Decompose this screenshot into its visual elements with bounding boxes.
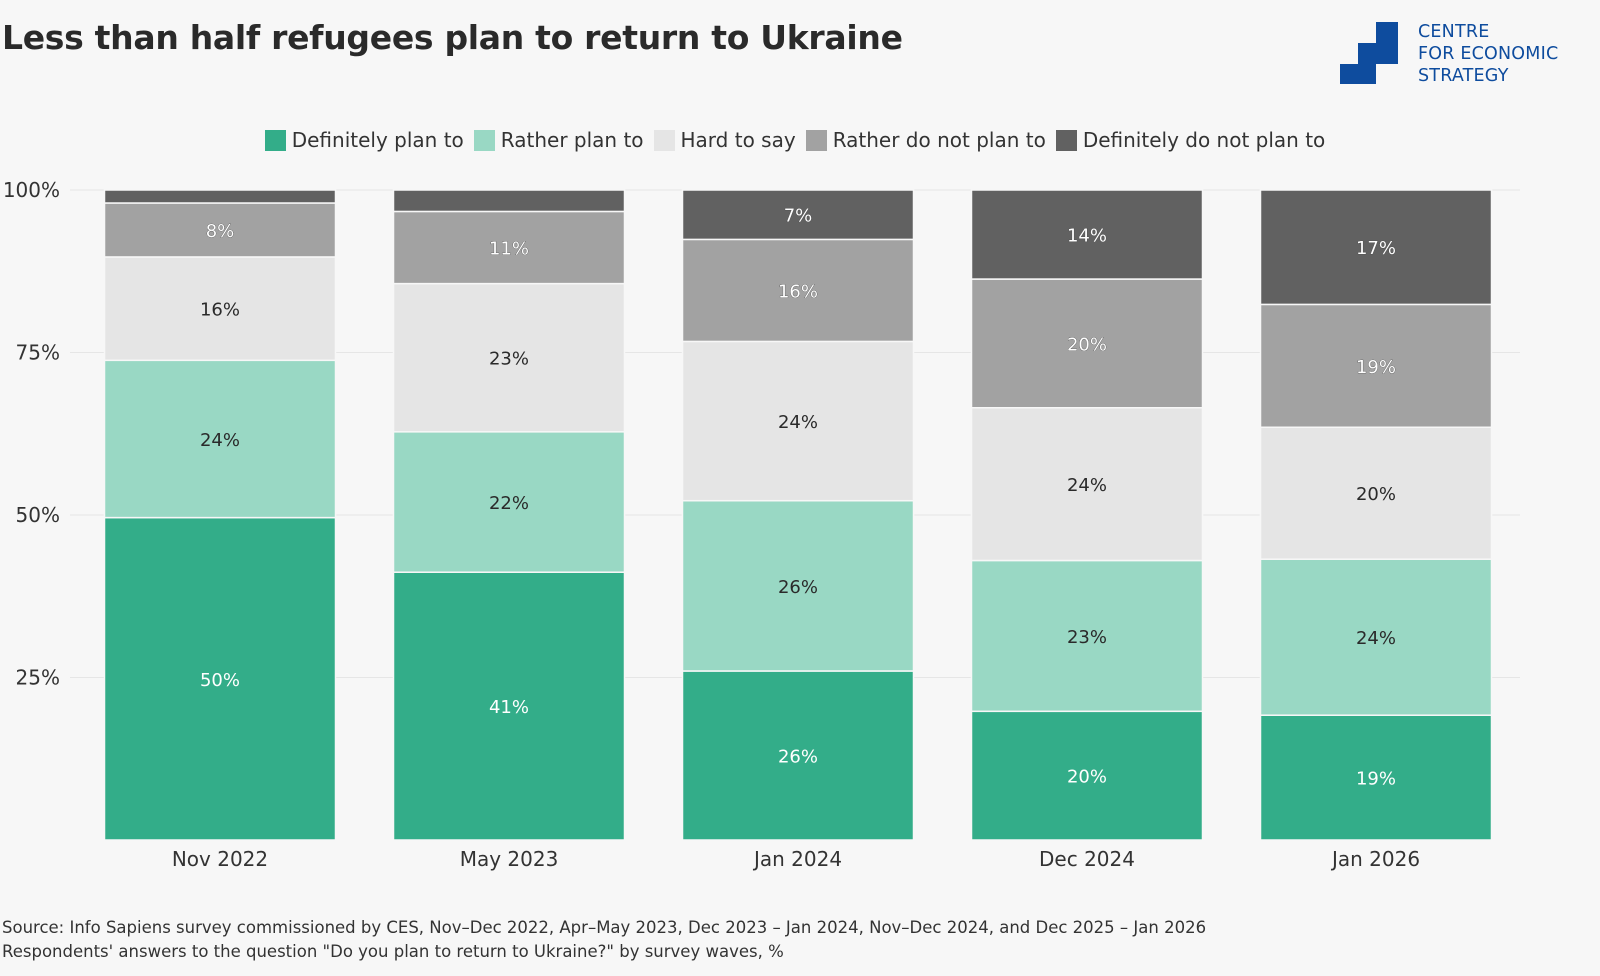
data-label: 7% <box>784 206 813 227</box>
chart-title: Less than half refugees plan to return t… <box>2 18 903 57</box>
stacked-bar-chart: 25% 50% 75% 100% 50% 24% 16% 8% Nov 2022 41% 22% 23… <box>3 180 1520 871</box>
bar-segment <box>1259 303 1493 428</box>
legend-label: Hard to say <box>680 128 796 152</box>
x-tick-label: May 2023 <box>460 847 559 871</box>
legend-swatch <box>1055 129 1077 151</box>
data-label: 16% <box>200 300 240 321</box>
x-tick-label: Nov 2022 <box>172 847 268 871</box>
legend-swatch <box>264 129 286 151</box>
ces-logo: CENTRE FOR ECONOMIC STRATEGY <box>1340 20 1590 90</box>
bar-segment <box>103 256 337 362</box>
bar-segment <box>392 431 626 573</box>
bar-segment <box>970 407 1204 562</box>
x-tick-label: Dec 2024 <box>1039 847 1135 871</box>
data-label: 24% <box>200 430 240 451</box>
data-label: 22% <box>489 493 529 514</box>
legend-item-hard-to-say: Hard to say <box>653 128 796 152</box>
legend-label: Rather plan to <box>500 128 644 152</box>
bar-segment <box>103 189 337 204</box>
data-label: 20% <box>1356 484 1396 505</box>
bar-segment <box>392 189 626 213</box>
legend: Definitely plan to Rather plan to Hard t… <box>0 128 1600 152</box>
bar-segment <box>392 210 626 285</box>
bar-segment <box>681 189 915 241</box>
bar-segment <box>970 189 1204 280</box>
chart-footer: Source: Info Sapiens survey commissioned… <box>2 916 1206 964</box>
logo-line: FOR ECONOMIC <box>1418 44 1559 64</box>
bar-segment <box>1259 426 1493 560</box>
logo-line: CENTRE <box>1418 22 1490 42</box>
bar-segment <box>681 238 915 343</box>
data-label: 50% <box>200 670 240 691</box>
legend-label: Rather do not plan to <box>832 128 1046 152</box>
logo-line: STRATEGY <box>1418 66 1509 86</box>
bar-segment <box>970 710 1204 841</box>
data-label: 8% <box>206 221 235 242</box>
bar-segment <box>392 282 626 433</box>
legend-label: Definitely do not plan to <box>1082 128 1326 152</box>
bar-segment <box>103 359 337 519</box>
y-tick-label: 75% <box>16 341 60 365</box>
data-label: 24% <box>1356 628 1396 649</box>
legend-label: Definitely plan to <box>291 128 464 152</box>
data-label: 11% <box>489 239 529 260</box>
data-label: 23% <box>489 349 529 370</box>
bar-segment <box>970 559 1204 713</box>
x-tick-label: Jan 2026 <box>1330 847 1420 871</box>
logo-wordmark: CENTRE FOR ECONOMIC STRATEGY <box>1418 21 1558 87</box>
data-label: 23% <box>1067 627 1107 648</box>
data-label: 24% <box>1067 475 1107 496</box>
bar-segment <box>681 670 915 841</box>
data-label: 14% <box>1067 226 1107 247</box>
data-label: 19% <box>1356 769 1396 790</box>
legend-swatch <box>653 129 675 151</box>
legend-item-definitely-plan: Definitely plan to <box>264 128 464 152</box>
y-tick-label: 25% <box>16 666 60 690</box>
data-label: 26% <box>778 747 818 768</box>
data-label: 24% <box>778 412 818 433</box>
bar-segment <box>1259 558 1493 716</box>
legend-item-rather-plan: Rather plan to <box>473 128 644 152</box>
source-note: Source: Info Sapiens survey commissioned… <box>2 918 1207 937</box>
data-label: 26% <box>778 577 818 598</box>
legend-swatch <box>805 129 827 151</box>
bar-segment <box>970 278 1204 409</box>
bar-segment <box>392 571 626 841</box>
data-label: 20% <box>1067 334 1107 355</box>
y-tick-label: 50% <box>16 503 60 527</box>
x-tick-label: Jan 2024 <box>752 847 842 871</box>
question-note: Respondents' answers to the question "Do… <box>2 942 784 961</box>
data-label: 19% <box>1356 357 1396 378</box>
legend-item-rather-not-plan: Rather do not plan to <box>805 128 1046 152</box>
data-label: 16% <box>778 281 818 302</box>
bar-segment <box>103 516 337 841</box>
data-label: 17% <box>1356 238 1396 259</box>
data-label: 41% <box>489 697 529 718</box>
bar-segment <box>681 340 915 502</box>
data-label: 20% <box>1067 767 1107 788</box>
bar-segment <box>103 202 337 258</box>
bar-segment <box>1259 714 1493 841</box>
legend-item-definitely-not-plan: Definitely do not plan to <box>1055 128 1326 152</box>
ces-logo-icon <box>1340 22 1398 85</box>
bar-segment <box>1259 189 1493 306</box>
y-tick-label: 100% <box>3 180 60 202</box>
legend-swatch <box>473 129 495 151</box>
